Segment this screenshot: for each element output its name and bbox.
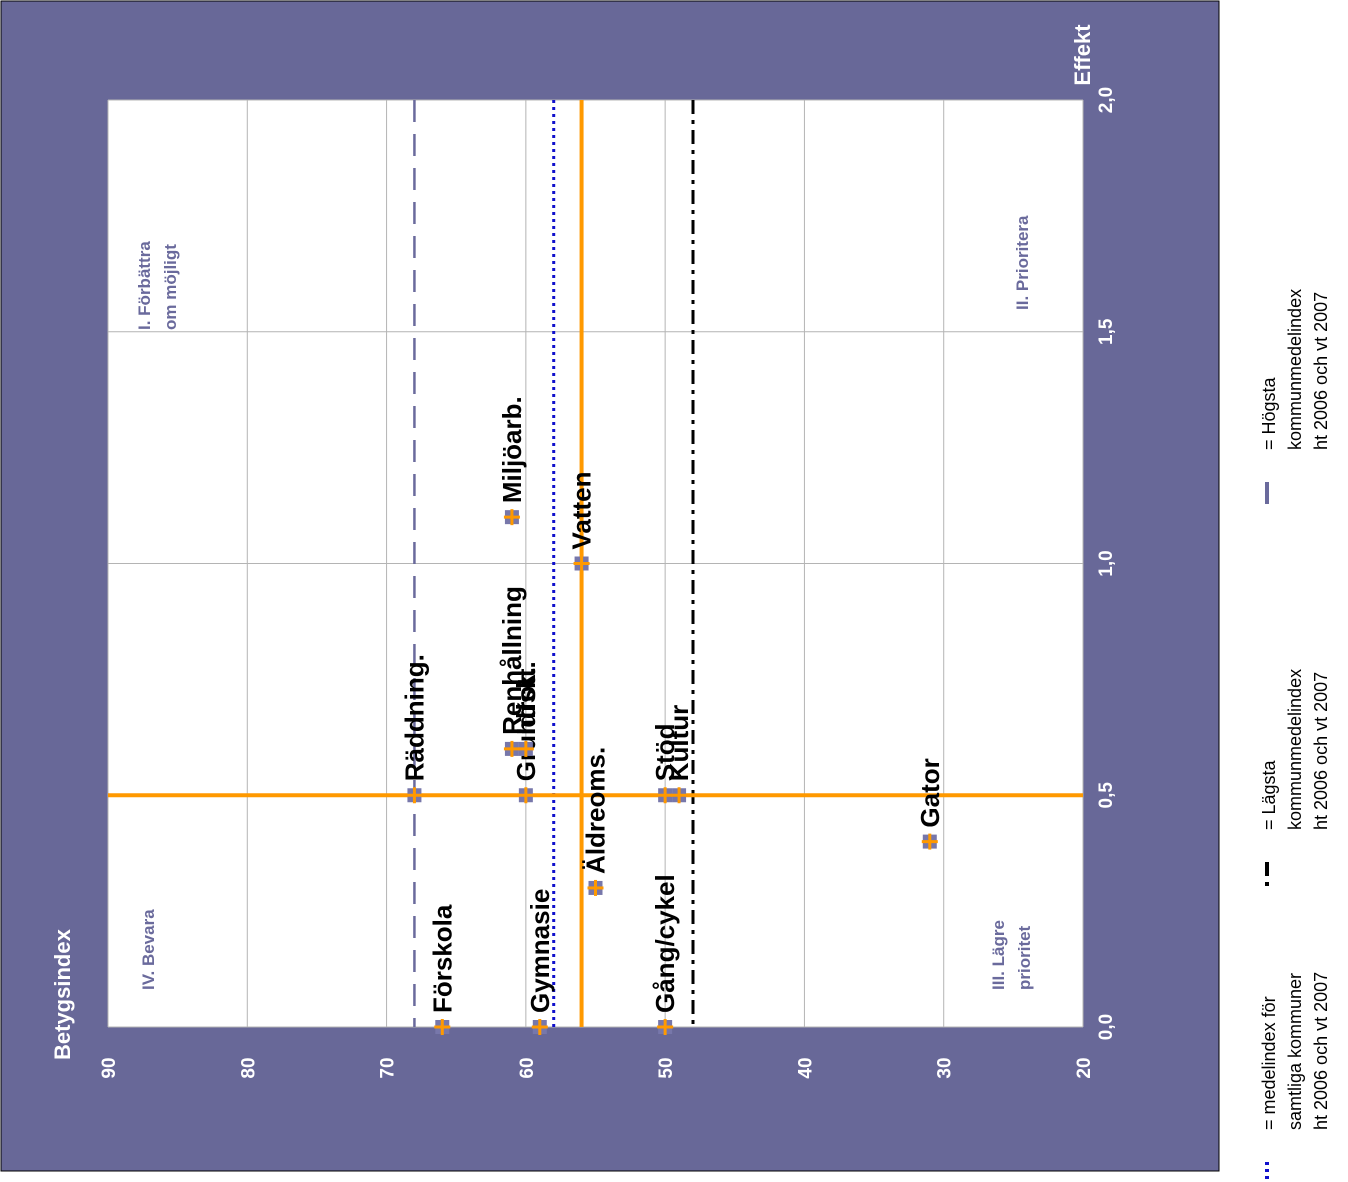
data-point: Miljöarb. — [497, 396, 527, 526]
x-tick-label: 1,5 — [1096, 318, 1117, 345]
data-point: Vatten — [567, 471, 597, 572]
grid — [107, 99, 1084, 1028]
legend-text: kommunmedelindex — [1285, 669, 1305, 830]
legend-text: = Lägsta — [1259, 759, 1279, 830]
data-point: Gång/cykel — [650, 874, 680, 1035]
point-label: Räddning. — [399, 654, 429, 781]
data-point: Räddning. — [399, 654, 429, 804]
y-tick-label: 40 — [795, 1057, 816, 1078]
legend-text: kommunmedelindex — [1285, 289, 1305, 450]
point-label: Förskola — [427, 904, 457, 1013]
x-tick-label: 2,0 — [1096, 87, 1117, 113]
data-point: Gator — [915, 758, 945, 850]
quadrant-label-1: om möjligt — [161, 244, 180, 330]
y-tick-label: 80 — [238, 1057, 259, 1078]
x-axis-title: Effekt — [1070, 24, 1095, 86]
x-tick-label: 1,0 — [1096, 550, 1117, 576]
point-label: Gång/cykel — [650, 874, 680, 1013]
point-label: Grundsk. — [511, 667, 541, 781]
data-point: Förskola — [427, 904, 457, 1035]
quadrant-label-1: I. Förbättra — [135, 241, 154, 330]
data-point: Grundsk. — [511, 667, 541, 804]
point-label: Äldreoms. — [581, 747, 611, 874]
x-tick-label: 0,0 — [1096, 1014, 1117, 1040]
point-label: Stöd — [650, 723, 680, 781]
point-label: Miljöarb. — [497, 396, 527, 503]
y-axis-title: Betygsindex — [50, 928, 75, 1060]
legend-text: samtliga kommuner — [1285, 973, 1305, 1130]
y-tick-label: 60 — [517, 1057, 538, 1078]
data-point: Idrott. — [511, 661, 541, 757]
point-label: Gator — [915, 758, 945, 827]
legend-item-low: = Lägsta kommunmedelindex ht 2006 och vt 2… — [1259, 669, 1331, 892]
data-point: Äldreoms. — [581, 747, 611, 896]
quadrant-label-4: IV. Bevara — [139, 909, 158, 990]
legend-text: ht 2006 och vt 2007 — [1311, 672, 1331, 830]
data-point: Renhållning — [497, 586, 527, 757]
legend-text: = medelindex för — [1259, 996, 1279, 1130]
y-tick-label: 30 — [935, 1057, 956, 1078]
legend-item-mean: = medelindex för samtliga kommuner ht 2006… — [1259, 972, 1331, 1182]
legend-item-high: = Högsta kommunmedelindex ht 2006 och vt 2… — [1259, 289, 1331, 512]
quadrant-label-3: III. Lägre — [989, 920, 1008, 990]
quadrant-label-2: II. Prioritera — [1013, 215, 1032, 310]
data-point: Kultur — [664, 705, 694, 804]
x-tick-label: 0,5 — [1096, 782, 1117, 809]
quadrant-label-3: prioritet — [1015, 925, 1034, 990]
point-label: Kultur — [664, 705, 694, 782]
legend-text: ht 2006 och vt 2007 — [1311, 972, 1331, 1130]
point-label: Gymnasie — [525, 889, 555, 1013]
point-label: Idrott. — [511, 661, 541, 735]
y-tick-label: 50 — [656, 1057, 677, 1078]
data-point: Stöd — [650, 723, 680, 804]
y-tick-label: 70 — [378, 1057, 399, 1078]
point-label: Renhållning — [497, 586, 527, 735]
y-tick-label: 90 — [99, 1057, 120, 1078]
point-label: Vatten — [567, 471, 597, 549]
data-point: Gymnasie — [525, 889, 555, 1035]
legend-text: = Högsta — [1259, 376, 1279, 450]
y-tick-label: 20 — [1074, 1057, 1095, 1078]
legend-text: ht 2006 och vt 2007 — [1311, 292, 1331, 450]
